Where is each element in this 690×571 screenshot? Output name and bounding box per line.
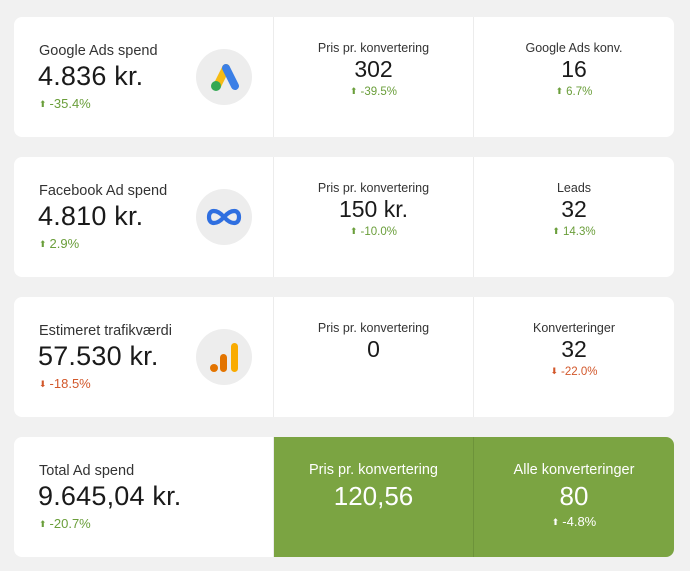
facebook-ads-card: Facebook Ad spend 4.810 kr. ⬆ 2.9% Pris p… [14,157,674,277]
kpi-value: 120,56 [333,481,414,511]
analytics-conversions: Konverteringer 32 ⬇ -22.0% [474,297,674,417]
kpi-value: 32 [561,336,587,362]
arrow-up-icon: ⬆ [39,239,47,249]
total-ad-spend-delta: ⬆ -20.7% [39,516,91,531]
meta-logo-icon [196,189,252,245]
arrow-up-icon: ⬆ [555,86,564,96]
kpi-delta: ⬆ -4.8% [551,514,597,529]
total-ad-spend-panel: Total Ad spend 9.645,04 kr. ⬆ -20.7% [14,437,274,557]
total-conversions: Alle konverteringer 80 ⬆ -4.8% [474,437,674,557]
google-ads-spend-label: Google Ads spend [39,43,158,59]
google-ads-spend-delta: ⬆ -35.4% [39,96,91,111]
analytics-cost-per-conversion: Pris pr. konvertering 0 [274,297,474,417]
facebook-ad-spend-delta: ⬆ 2.9% [39,236,80,251]
google-ads-spend-panel: Google Ads spend 4.836 kr. ⬆ -35.4% [14,17,274,137]
kpi-value: 80 [559,481,589,511]
traffic-value-delta: ⬇ -18.5% [39,376,91,391]
google-analytics-logo-icon [196,329,252,385]
kpi-label: Konverteringer [533,321,615,335]
kpi-delta: ⬆ 14.3% [552,226,596,238]
facebook-ad-spend-value: 4.810 kr. [38,201,144,231]
arrow-down-icon: ⬇ [550,366,559,376]
total-ad-spend-label: Total Ad spend [39,463,135,479]
total-cost-per-conversion: Pris pr. konvertering 120,56 [274,437,474,557]
google-ads-spend-value: 4.836 kr. [38,61,144,91]
facebook-leads: Leads 32 ⬆ 14.3% [474,157,674,277]
kpi-label: Pris pr. konvertering [317,181,430,195]
kpi-value: 0 [367,336,380,362]
google-ads-cost-per-conversion: Pris pr. konvertering 302 ⬆ -39.5% [274,17,474,137]
kpi-value: 32 [561,196,587,222]
arrow-up-icon: ⬆ [350,86,358,96]
arrow-up-icon: ⬆ [552,226,560,236]
kpi-label: Pris pr. konvertering [309,462,438,478]
traffic-value-value: 57.530 kr. [38,341,159,371]
kpi-delta: ⬆ -10.0% [350,226,397,238]
kpi-value: 302 [354,56,393,82]
kpi-label: Pris pr. konvertering [317,41,430,55]
facebook-ad-spend-panel: Facebook Ad spend 4.810 kr. ⬆ 2.9% [14,157,274,277]
arrow-down-icon: ⬇ [39,379,47,389]
kpi-label: Alle konverteringer [513,462,635,478]
google-ads-conversions: Google Ads konv. 16 ⬆ 6.7% [474,17,674,137]
kpi-delta: ⬆ 6.7% [555,86,593,98]
facebook-cost-per-conversion: Pris pr. konvertering 150 kr. ⬆ -10.0% [274,157,474,277]
kpi-label: Google Ads konv. [525,41,623,55]
arrow-up-icon: ⬆ [551,517,560,527]
traffic-value-card: Estimeret trafikværdi 57.530 kr. ⬇ -18.5%… [14,297,674,417]
arrow-up-icon: ⬆ [350,226,358,236]
traffic-value-label: Estimeret trafikværdi [39,323,172,339]
total-ad-spend-value: 9.645,04 kr. [38,481,182,511]
kpi-delta: ⬇ -22.0% [550,366,598,378]
arrow-up-icon: ⬆ [39,99,47,109]
traffic-value-panel: Estimeret trafikværdi 57.530 kr. ⬇ -18.5% [14,297,274,417]
arrow-up-icon: ⬆ [39,519,47,529]
kpi-label: Leads [556,181,592,195]
google-ads-logo-icon [196,49,252,105]
kpi-value: 150 kr. [338,196,409,222]
kpi-value: 16 [561,56,587,82]
google-ads-card: Google Ads spend 4.836 kr. ⬆ -35.4% Pris … [14,17,674,137]
kpi-label: Pris pr. konvertering [317,321,430,335]
kpi-delta: ⬆ -39.5% [350,86,397,98]
total-ad-spend-card: Total Ad spend 9.645,04 kr. ⬆ -20.7% Pris… [14,437,674,557]
facebook-ad-spend-label: Facebook Ad spend [39,183,168,199]
